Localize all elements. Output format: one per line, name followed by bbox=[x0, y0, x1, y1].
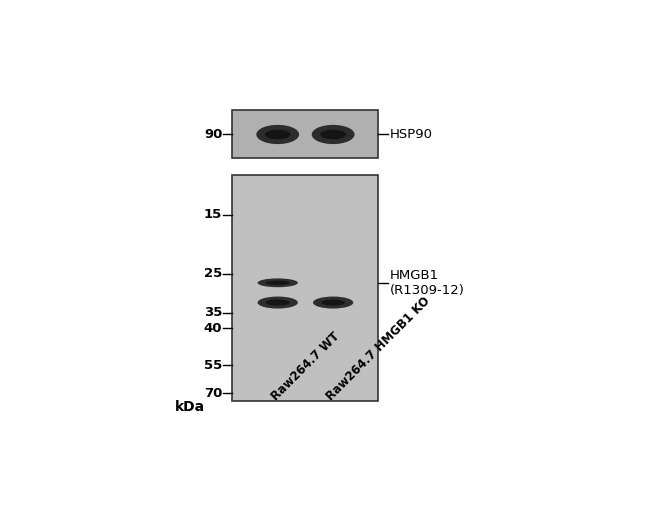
Bar bbox=[233, 175, 378, 401]
Ellipse shape bbox=[265, 129, 291, 139]
Text: 35: 35 bbox=[204, 306, 222, 319]
Ellipse shape bbox=[257, 278, 298, 287]
Text: 40: 40 bbox=[204, 322, 222, 335]
Ellipse shape bbox=[266, 300, 290, 306]
Text: 70: 70 bbox=[204, 387, 222, 400]
Ellipse shape bbox=[321, 300, 345, 306]
Text: Raw264.7 WT: Raw264.7 WT bbox=[268, 330, 342, 402]
Ellipse shape bbox=[256, 125, 299, 144]
Text: 90: 90 bbox=[204, 128, 222, 141]
Text: kDa: kDa bbox=[174, 400, 205, 414]
Ellipse shape bbox=[312, 125, 354, 144]
Ellipse shape bbox=[257, 296, 298, 308]
Ellipse shape bbox=[320, 129, 346, 139]
Text: 25: 25 bbox=[204, 267, 222, 280]
Ellipse shape bbox=[313, 296, 354, 308]
Text: 55: 55 bbox=[204, 359, 222, 372]
Bar bbox=[233, 110, 378, 159]
Text: HMGB1
(R1309-12): HMGB1 (R1309-12) bbox=[389, 269, 464, 297]
Text: HSP90: HSP90 bbox=[389, 128, 432, 141]
Text: Raw264.7 HMGB1 KO: Raw264.7 HMGB1 KO bbox=[324, 294, 433, 402]
Ellipse shape bbox=[266, 281, 290, 285]
Text: 15: 15 bbox=[204, 208, 222, 221]
